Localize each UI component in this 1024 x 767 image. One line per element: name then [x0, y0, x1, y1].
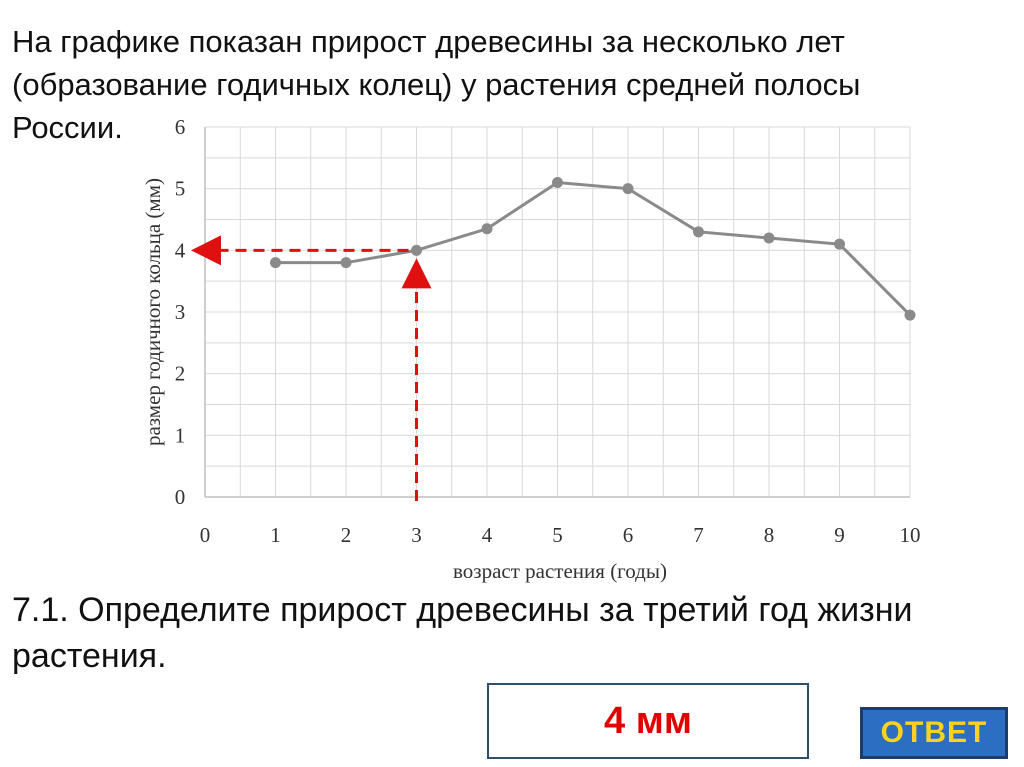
x-tick-label: 7: [693, 523, 704, 547]
data-point: [763, 232, 775, 244]
data-point: [411, 244, 422, 256]
x-tick-label: 8: [764, 523, 775, 547]
growth-line-chart: 0 1 2 3 4 5 6 7 8 9 10 0 1 2 3 4 5 6 возраст растения (го…: [141, 115, 921, 583]
y-tick-label: 0: [175, 485, 186, 509]
y-tick-label: 4: [175, 238, 186, 262]
data-point: [622, 183, 634, 195]
x-tick-label: 1: [270, 523, 281, 547]
y-axis-label: размер годичного кольца (мм): [141, 178, 165, 446]
chart-tick-labels: 0 1 2 3 4 5 6 7 8 9 10 0 1 2 3 4 5 6: [175, 115, 921, 547]
answer-value: 4 мм: [604, 699, 692, 742]
data-point: [552, 177, 563, 188]
data-point: [481, 223, 493, 235]
y-tick-label: 3: [175, 300, 186, 324]
chart-series: [270, 177, 916, 321]
x-tick-label: 4: [482, 523, 493, 547]
x-tick-label: 0: [200, 523, 211, 547]
data-point: [834, 238, 845, 250]
intro-text: На графике показан прирост древесины за …: [12, 24, 861, 145]
question-text: 7.1. Определите прирост древесины за тре…: [12, 591, 913, 675]
x-tick-label: 6: [623, 523, 634, 547]
x-tick-label: 2: [341, 523, 352, 547]
y-tick-label: 6: [175, 115, 186, 139]
y-tick-label: 1: [175, 423, 186, 447]
data-point: [693, 226, 704, 238]
x-tick-label: 3: [411, 523, 422, 547]
series-line: [275, 180, 912, 317]
data-point: [270, 257, 281, 269]
x-tick-label: 5: [552, 523, 563, 547]
x-axis-label: возраст растения (годы): [453, 559, 667, 583]
y-tick-label: 2: [175, 362, 186, 386]
chart-guide-lines: [191, 235, 432, 501]
data-point: [904, 309, 916, 321]
data-point: [340, 257, 352, 269]
x-tick-label: 9: [834, 523, 845, 547]
y-tick-label: 5: [175, 177, 186, 201]
answer-button[interactable]: ОТВЕТ: [860, 707, 1008, 759]
answer-box: 4 мм: [487, 683, 809, 759]
x-tick-label: 10: [900, 523, 921, 547]
chart-axes: [204, 127, 910, 498]
